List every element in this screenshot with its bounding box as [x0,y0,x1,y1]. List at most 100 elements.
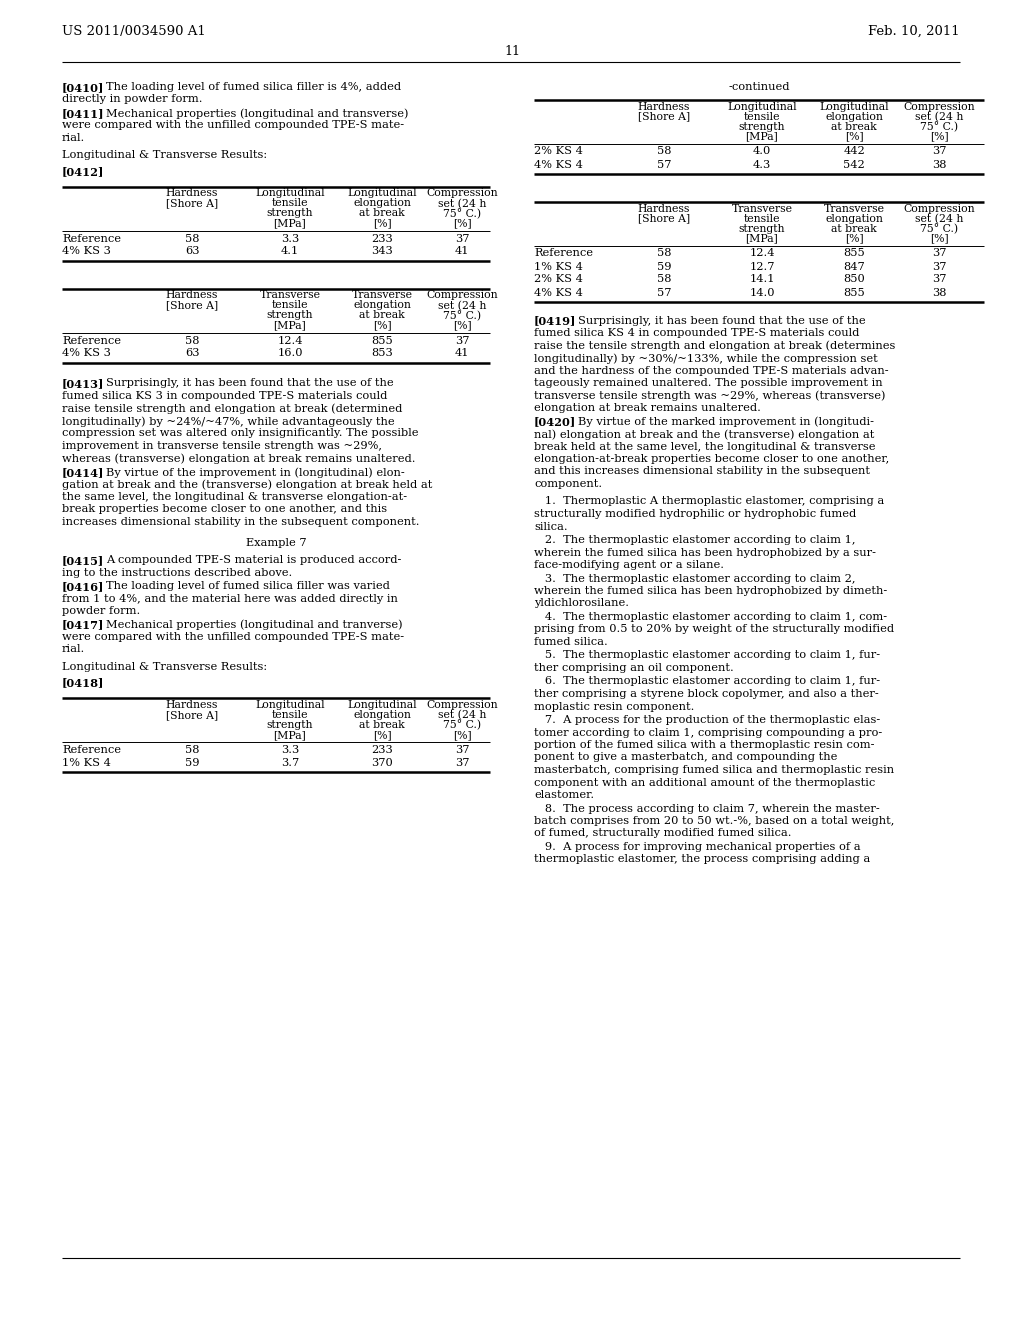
Text: Longitudinal: Longitudinal [819,102,889,111]
Text: 2% KS 4: 2% KS 4 [534,147,583,157]
Text: elongation: elongation [353,301,411,310]
Text: face-modifying agent or a silane.: face-modifying agent or a silane. [534,560,724,570]
Text: batch comprises from 20 to 50 wt.-%, based on a total weight,: batch comprises from 20 to 50 wt.-%, bas… [534,816,894,826]
Text: component.: component. [534,479,602,488]
Text: [%]: [%] [453,321,471,330]
Text: tomer according to claim 1, comprising compounding a pro-: tomer according to claim 1, comprising c… [534,727,883,738]
Text: 38: 38 [932,288,946,297]
Text: [%]: [%] [845,132,863,141]
Text: 16.0: 16.0 [278,348,303,359]
Text: 59: 59 [184,758,200,768]
Text: improvement in transverse tensile strength was ~29%,: improvement in transverse tensile streng… [62,441,382,451]
Text: 343: 343 [371,247,393,256]
Text: break held at the same level, the longitudinal & transverse: break held at the same level, the longit… [534,441,876,451]
Text: 38: 38 [932,160,946,169]
Text: elongation at break remains unaltered.: elongation at break remains unaltered. [534,403,761,413]
Text: compression set was altered only insignificantly. The possible: compression set was altered only insigni… [62,429,419,438]
Text: [0414]: [0414] [62,467,104,478]
Text: yldichlorosilane.: yldichlorosilane. [534,598,629,609]
Text: 4% KS 3: 4% KS 3 [62,348,111,359]
Text: Mechanical properties (longitudinal and tranverse): Mechanical properties (longitudinal and … [106,619,402,630]
Text: at break: at break [359,310,404,321]
Text: Longitudinal & Transverse Results:: Longitudinal & Transverse Results: [62,663,267,672]
Text: [MPa]: [MPa] [273,730,306,741]
Text: at break: at break [359,719,404,730]
Text: set (24 h: set (24 h [438,710,486,721]
Text: 75° C.): 75° C.) [443,719,481,731]
Text: [0420]: [0420] [534,417,577,428]
Text: elongation: elongation [353,710,411,719]
Text: strength: strength [266,209,313,219]
Text: [%]: [%] [373,730,391,741]
Text: elongation-at-break properties become closer to one another,: elongation-at-break properties become cl… [534,454,889,465]
Text: [MPa]: [MPa] [745,234,778,243]
Text: tensile: tensile [271,710,308,719]
Text: were compared with the unfilled compounded TPE-S mate-: were compared with the unfilled compound… [62,120,404,131]
Text: [0415]: [0415] [62,554,104,566]
Text: Example 7: Example 7 [246,537,306,548]
Text: ing to the instructions described above.: ing to the instructions described above. [62,568,292,578]
Text: [%]: [%] [453,730,471,741]
Text: 233: 233 [371,744,393,755]
Text: -continued: -continued [728,82,790,92]
Text: tensile: tensile [743,111,780,121]
Text: [Shore A]: [Shore A] [638,214,690,223]
Text: 11: 11 [504,45,520,58]
Text: portion of the fumed silica with a thermoplastic resin com-: portion of the fumed silica with a therm… [534,741,874,750]
Text: 37: 37 [455,234,469,243]
Text: Reference: Reference [534,248,593,259]
Text: at break: at break [831,223,877,234]
Text: elongation: elongation [825,111,883,121]
Text: 63: 63 [184,348,200,359]
Text: 847: 847 [843,261,865,272]
Text: at break: at break [359,209,404,219]
Text: [%]: [%] [373,321,391,330]
Text: 233: 233 [371,234,393,243]
Text: [MPa]: [MPa] [273,321,306,330]
Text: silica.: silica. [534,521,567,532]
Text: 442: 442 [843,147,865,157]
Text: 370: 370 [371,758,393,768]
Text: rial.: rial. [62,133,85,143]
Text: By virtue of the improvement in (longitudinal) elon-: By virtue of the improvement in (longitu… [106,467,404,478]
Text: [0418]: [0418] [62,677,104,689]
Text: set (24 h: set (24 h [438,198,486,209]
Text: 63: 63 [184,247,200,256]
Text: 850: 850 [843,275,865,285]
Text: 3.7: 3.7 [281,758,299,768]
Text: 12.7: 12.7 [750,261,775,272]
Text: [Shore A]: [Shore A] [166,198,218,209]
Text: Compression: Compression [903,102,975,111]
Text: tensile: tensile [743,214,780,223]
Text: Surprisingly, it has been found that the use of the: Surprisingly, it has been found that the… [106,379,393,388]
Text: 12.4: 12.4 [278,335,303,346]
Text: [%]: [%] [453,219,471,228]
Text: [0416]: [0416] [62,581,104,591]
Text: 37: 37 [455,744,469,755]
Text: 6.  The thermoplastic elastomer according to claim 1, fur-: 6. The thermoplastic elastomer according… [534,676,880,686]
Text: wherein the fumed silica has been hydrophobized by dimeth-: wherein the fumed silica has been hydrop… [534,586,887,597]
Text: of fumed, structurally modified fumed silica.: of fumed, structurally modified fumed si… [534,829,792,838]
Text: Hardness: Hardness [638,102,690,111]
Text: 3.3: 3.3 [281,234,299,243]
Text: elongation: elongation [825,214,883,223]
Text: 14.1: 14.1 [750,275,775,285]
Text: ponent to give a masterbatch, and compounding the: ponent to give a masterbatch, and compou… [534,752,838,763]
Text: 14.0: 14.0 [750,288,775,297]
Text: 75° C.): 75° C.) [920,223,958,234]
Text: A compounded TPE-S material is produced accord-: A compounded TPE-S material is produced … [106,554,401,565]
Text: Compression: Compression [426,700,498,710]
Text: elongation: elongation [353,198,411,209]
Text: 4.  The thermoplastic elastomer according to claim 1, com-: 4. The thermoplastic elastomer according… [534,612,887,622]
Text: Reference: Reference [62,234,121,243]
Text: [0410]: [0410] [62,82,104,92]
Text: 58: 58 [656,248,672,259]
Text: Feb. 10, 2011: Feb. 10, 2011 [868,25,961,38]
Text: [Shore A]: [Shore A] [638,111,690,121]
Text: Mechanical properties (longitudinal and transverse): Mechanical properties (longitudinal and … [106,108,409,119]
Text: 7.  A process for the production of the thermoplastic elas-: 7. A process for the production of the t… [534,715,881,725]
Text: Hardness: Hardness [638,203,690,214]
Text: Surprisingly, it has been found that the use of the: Surprisingly, it has been found that the… [578,315,865,326]
Text: [0412]: [0412] [62,166,104,177]
Text: fumed silica.: fumed silica. [534,638,608,647]
